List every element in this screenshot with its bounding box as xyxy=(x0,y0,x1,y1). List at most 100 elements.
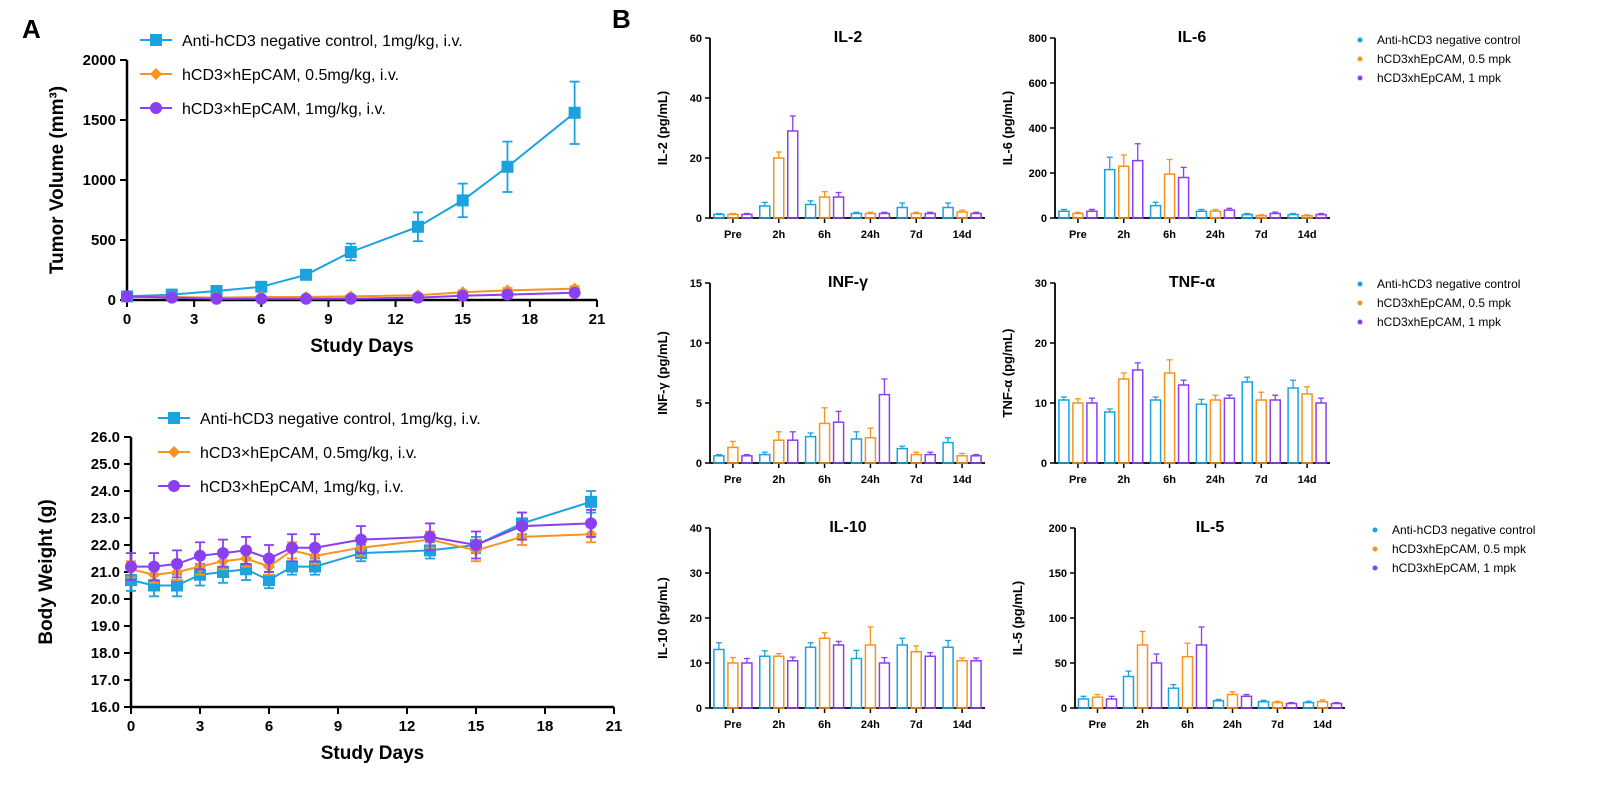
il2-bar xyxy=(818,196,831,219)
weight-y-tick-label: 23.0 xyxy=(91,510,120,527)
il5-legend-marker xyxy=(1372,527,1378,533)
infg-bar xyxy=(942,441,954,464)
infg-bar xyxy=(713,455,725,464)
weight-x-tick-label: 9 xyxy=(334,718,342,735)
tumor-x-tick-label: 0 xyxy=(123,311,131,328)
weight-data-point xyxy=(171,579,183,592)
weight-y-tick-label: 19.0 xyxy=(91,618,120,635)
il2-y-tick-label: 40 xyxy=(690,93,702,105)
tumor-x-tick-label: 6 xyxy=(257,311,265,328)
tnfa-y-tick-label: 10 xyxy=(1035,398,1047,410)
weight-x-tick-label: 6 xyxy=(265,718,273,735)
il10-y-tick-label: 10 xyxy=(690,658,702,670)
infg-x-tick-label: 24h xyxy=(861,474,880,486)
il6-bar xyxy=(1195,210,1208,219)
il5-y-tick-label: 0 xyxy=(1061,703,1067,715)
tnfa-bar xyxy=(1118,378,1130,464)
tumor-series-line xyxy=(126,112,576,298)
infg-x-tick-label: Pre xyxy=(724,474,742,486)
il2-bar xyxy=(878,212,891,219)
tnfa-y-tick-label: 30 xyxy=(1035,278,1047,290)
il6-bar xyxy=(1163,173,1176,219)
tnfa-bar xyxy=(1072,402,1084,464)
il6-x-tick-label: 7d xyxy=(1255,229,1268,241)
il10-bar xyxy=(942,646,954,709)
il5-bar xyxy=(1285,702,1298,709)
tumor-y-tick-label: 1500 xyxy=(83,112,116,129)
weight-data-point xyxy=(309,541,321,554)
il2-bar xyxy=(832,196,845,219)
weight-legend-marker xyxy=(168,446,180,458)
weight-data-point xyxy=(286,541,298,554)
il5-legend-marker xyxy=(1372,546,1378,552)
tumor-x-tick-label: 21 xyxy=(589,311,606,328)
il10-x-tick-label: 24h xyxy=(861,719,880,731)
infg-bar xyxy=(804,435,817,464)
tumor-data-point xyxy=(121,290,133,303)
weight-y-tick-label: 20.0 xyxy=(91,591,120,608)
il2-y-axis-label: IL-2 (pg/mL) xyxy=(655,91,670,165)
tumor-data-point xyxy=(300,292,313,305)
il6-bar xyxy=(1072,212,1084,219)
il10-x-tick-label: 7d xyxy=(910,719,923,731)
weight-x-tick-label: 3 xyxy=(196,718,204,735)
infg-x-tick-label: 14d xyxy=(953,474,972,486)
tumor-data-point xyxy=(501,288,514,301)
tumor-data-point xyxy=(568,106,581,119)
tnfa-bar xyxy=(1195,403,1208,464)
tumor-y-axis-label: Tumor Volume (mm³) xyxy=(47,86,68,274)
weight-data-point xyxy=(240,544,252,557)
il2-x-tick-label: 6h xyxy=(818,229,831,241)
tnfa-legend-label: hCD3xhEpCAM, 0.5 mpk xyxy=(1377,296,1512,310)
il6-bar xyxy=(1209,210,1222,219)
il6-y-axis-label: IL-6 (pg/mL) xyxy=(1000,91,1015,165)
weight-y-tick-label: 18.0 xyxy=(91,645,120,662)
tnfa-y-axis-label: TNF-α (pg/mL) xyxy=(1000,329,1015,418)
tnfa-bar xyxy=(1132,369,1144,464)
tnfa-legend-marker xyxy=(1357,281,1363,287)
weight-x-tick-label: 15 xyxy=(468,718,485,735)
weight-legend-label: hCD3×hEpCAM, 1mg/kg, i.v. xyxy=(200,479,404,496)
il5-bar xyxy=(1105,698,1118,709)
il6-bar xyxy=(1301,215,1313,219)
il5-x-tick-label: 24h xyxy=(1223,719,1242,731)
il10-bar xyxy=(956,660,968,709)
tnfa-bar xyxy=(1086,402,1098,464)
tumor-x-tick-label: 12 xyxy=(387,311,404,328)
weight-data-point xyxy=(171,557,183,570)
il10-x-tick-label: 2h xyxy=(772,719,785,731)
il6-bar xyxy=(1255,215,1267,219)
il2-bar xyxy=(804,203,817,219)
weight-data-point xyxy=(516,520,528,533)
il5-title: IL-5 xyxy=(1196,519,1225,536)
il5-y-axis-label: IL-5 (pg/mL) xyxy=(1010,581,1025,655)
weight-data-point xyxy=(217,547,229,560)
il10-bar xyxy=(924,655,936,709)
weight-x-tick-label: 12 xyxy=(399,718,416,735)
il2-y-tick-label: 60 xyxy=(690,33,702,45)
tnfa-bar xyxy=(1301,393,1313,464)
il10-bar xyxy=(727,662,739,709)
tumor-data-point xyxy=(344,292,357,305)
il2-legend-label: Anti-hCD3 negative control xyxy=(1377,33,1520,47)
weight-legend-label: hCD3×hEpCAM, 0.5mg/kg, i.v. xyxy=(200,445,417,462)
il5-x-tick-label: 6h xyxy=(1181,719,1194,731)
tnfa-bar xyxy=(1104,411,1116,464)
il2-bar xyxy=(942,206,954,219)
weight-x-tick-label: 18 xyxy=(537,718,554,735)
il2-legend-marker xyxy=(1357,56,1363,62)
weight-data-point xyxy=(263,552,275,565)
tnfa-bar xyxy=(1287,387,1299,464)
tumor-data-point xyxy=(255,292,268,305)
il5-x-tick-label: 14d xyxy=(1313,719,1332,731)
il2-title: IL-2 xyxy=(834,29,863,46)
il6-x-tick-label: 24h xyxy=(1206,229,1225,241)
infg-x-tick-label: 7d xyxy=(910,474,923,486)
il5-y-tick-label: 100 xyxy=(1049,613,1067,625)
tumor-legend-label: hCD3×hEpCAM, 0.5mg/kg, i.v. xyxy=(182,67,399,84)
il2-legend-marker xyxy=(1357,37,1363,43)
il5-bar xyxy=(1167,687,1180,709)
tumor-x-tick-label: 18 xyxy=(522,311,539,328)
